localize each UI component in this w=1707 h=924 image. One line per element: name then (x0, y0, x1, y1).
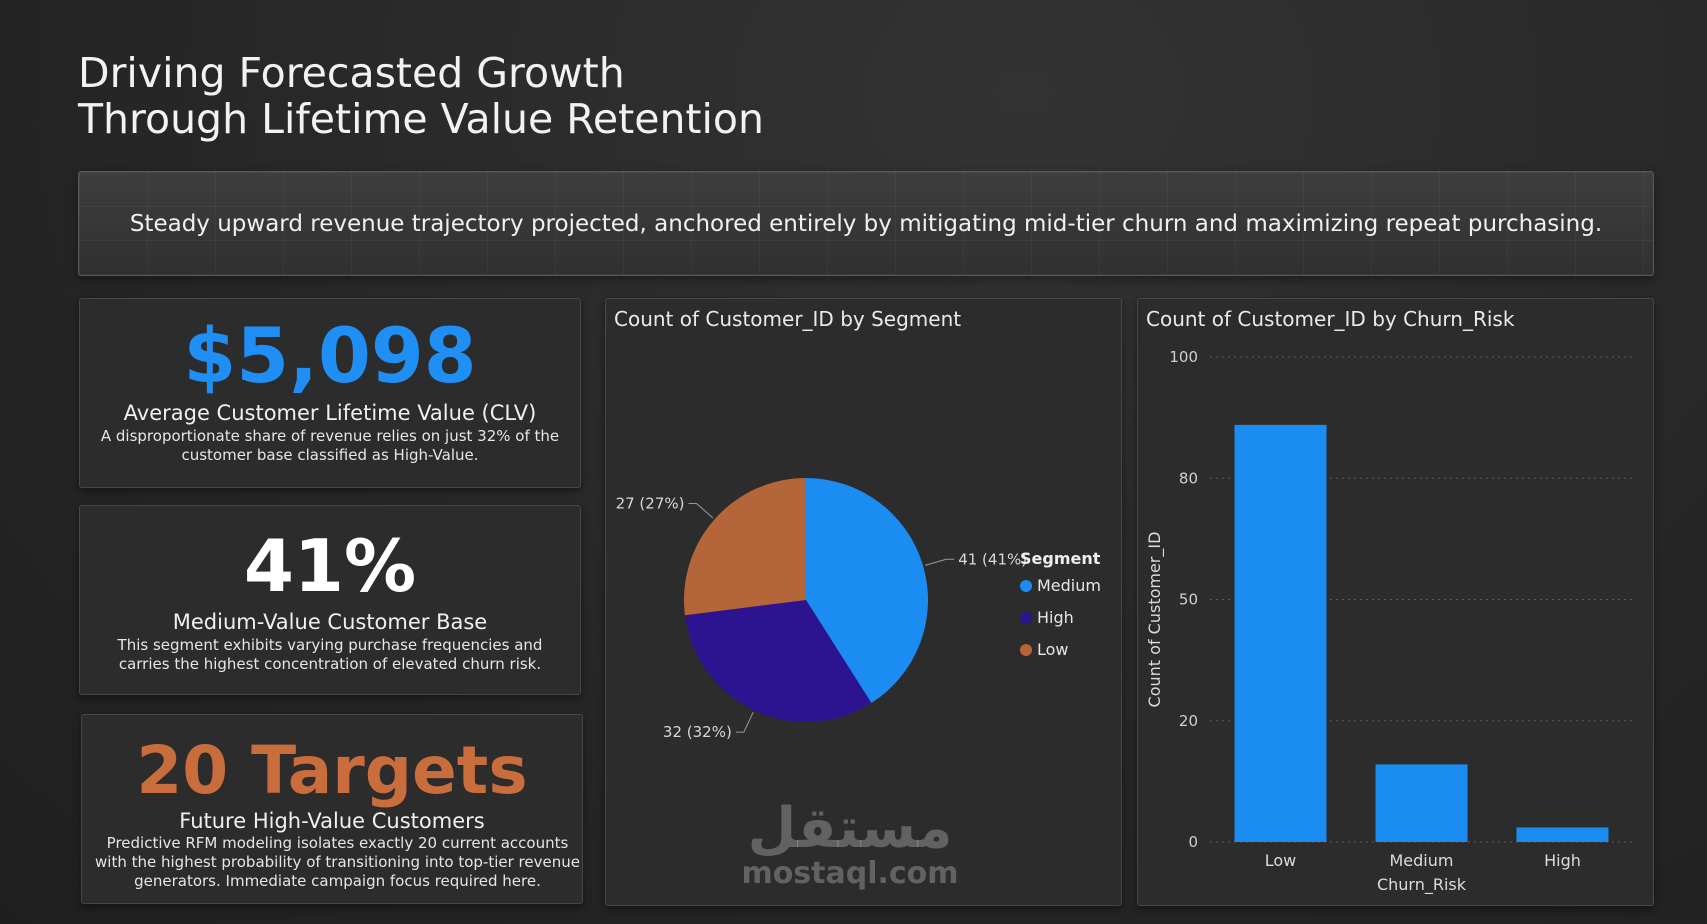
kpi-card-medium-value[interactable]: 41% Medium-Value Customer Base This segm… (79, 505, 581, 695)
pie-leader-line-medium (924, 558, 955, 566)
kpi-medium-value: 41% (243, 524, 417, 608)
y-axis-title: Count of Customer_ID (1145, 532, 1165, 708)
churn-bar-chart-card[interactable]: Count of Customer_ID by Churn_Risk 0 20 50… (1137, 298, 1654, 906)
pie-slice-high[interactable] (684, 600, 872, 722)
x-tick-label-high: High (1544, 851, 1581, 870)
pie-leader-line-low (688, 502, 714, 519)
legend-marker-high (1020, 612, 1032, 624)
bar-low[interactable] (1234, 424, 1327, 842)
pie-leader-line-high (735, 711, 754, 733)
x-axis-title: Churn_Risk (1377, 875, 1467, 895)
legend-label-medium[interactable]: Medium (1037, 576, 1101, 595)
y-tick-label: 0 (1188, 833, 1198, 851)
page-title-line-2: Through Lifetime Value Retention (78, 95, 764, 143)
pie-data-label-medium: 41 (41%) (958, 550, 1027, 568)
y-tick-label: 100 (1169, 348, 1198, 366)
segment-pie-chart-card[interactable]: Count of Customer_ID by Segment 41 (41%)… (605, 298, 1122, 906)
legend-marker-low (1020, 644, 1032, 656)
pie-data-label-high: 32 (32%) (663, 723, 732, 741)
churn-chart-title: Count of Customer_ID by Churn_Risk (1146, 307, 1515, 331)
pie-data-label-low: 27 (27%) (616, 494, 685, 512)
x-tick-label-medium: Medium (1390, 851, 1454, 870)
churn-bar-chart: 0 20 50 80 100 Low Medium High Churn_Risk Count o… (1145, 348, 1633, 895)
kpi-medium-label: Medium-Value Customer Base (172, 610, 488, 634)
watermark-logo: مستقل mostaql.com (740, 800, 960, 890)
kpi-card-clv[interactable]: $5,098 Average Customer Lifetime Value (… (79, 298, 581, 488)
kpi-clv-value: $5,098 (183, 311, 477, 400)
kpi-targets-label: Future High-Value Customers (179, 809, 485, 833)
legend-marker-medium (1020, 580, 1032, 592)
page-title: Driving Forecasted Growth Through Lifeti… (78, 50, 764, 142)
bar-medium[interactable] (1375, 764, 1468, 842)
kpi-card-targets[interactable]: 20 Targets Future High-Value Customers P… (81, 714, 583, 904)
legend-label-low[interactable]: Low (1037, 640, 1069, 659)
kpi-targets-description: Predictive RFM modeling isolates exactly… (95, 834, 580, 890)
y-tick-label: 80 (1179, 469, 1198, 487)
legend-label-high[interactable]: High (1037, 608, 1074, 627)
kpi-medium-description: This segment exhibits varying purchase f… (117, 636, 543, 673)
y-tick-label: 20 (1179, 712, 1198, 730)
bar-high[interactable] (1516, 827, 1609, 842)
watermark-latin: mostaql.com (741, 856, 959, 891)
insight-banner-text: Steady upward revenue trajectory project… (129, 210, 1603, 237)
kpi-clv-description: A disproportionate share of revenue reli… (100, 427, 560, 464)
kpi-targets-value: 20 Targets (136, 732, 528, 809)
x-tick-label-low: Low (1265, 851, 1297, 870)
pie-slice-low[interactable] (684, 478, 806, 616)
segment-pie-chart: 41 (41%) 32 (32%) 27 (27%) Segment Medium Hi… (616, 478, 1101, 741)
watermark-arabic: مستقل (747, 796, 953, 861)
insight-banner: Steady upward revenue trajectory project… (78, 171, 1654, 276)
y-tick-label: 50 (1179, 591, 1198, 609)
pie-legend-title: Segment (1020, 549, 1101, 568)
page-title-line-1: Driving Forecasted Growth (78, 49, 625, 97)
segment-chart-title: Count of Customer_ID by Segment (614, 307, 962, 331)
pie-slice-medium[interactable] (806, 478, 928, 704)
kpi-clv-label: Average Customer Lifetime Value (CLV) (123, 401, 537, 425)
